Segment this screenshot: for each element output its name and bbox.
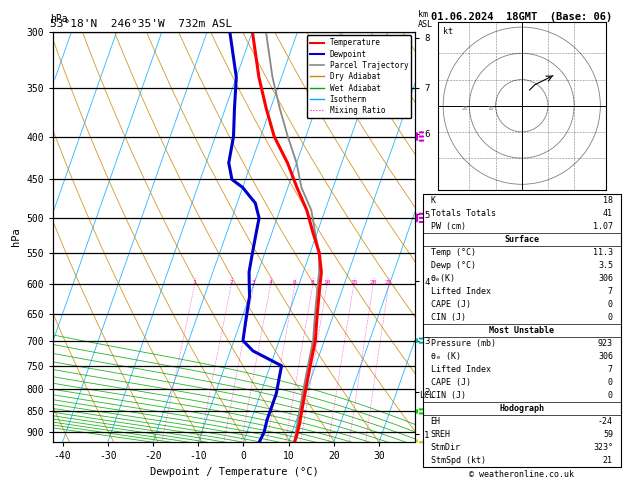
Text: km
ASL: km ASL (418, 10, 433, 29)
Text: © weatheronline.co.uk: © weatheronline.co.uk (469, 469, 574, 479)
Text: StmDir: StmDir (431, 443, 460, 451)
Text: Most Unstable: Most Unstable (489, 326, 554, 335)
Text: Lifted Index: Lifted Index (431, 365, 491, 374)
Text: Temp (°C): Temp (°C) (431, 248, 476, 257)
Text: 3.5: 3.5 (598, 261, 613, 270)
Text: 0: 0 (608, 378, 613, 387)
Text: 3: 3 (252, 279, 256, 285)
Text: CIN (J): CIN (J) (431, 313, 465, 322)
Text: 1.07: 1.07 (593, 222, 613, 231)
Text: EH: EH (431, 417, 440, 426)
Text: -24: -24 (598, 417, 613, 426)
Text: Surface: Surface (504, 235, 539, 244)
X-axis label: Dewpoint / Temperature (°C): Dewpoint / Temperature (°C) (150, 467, 319, 477)
Text: Totals Totals: Totals Totals (431, 209, 496, 218)
Text: 01.06.2024  18GMT  (Base: 06): 01.06.2024 18GMT (Base: 06) (431, 12, 613, 22)
Text: Lifted Index: Lifted Index (431, 287, 491, 296)
Text: 20: 20 (462, 106, 468, 111)
Text: 0: 0 (608, 313, 613, 322)
Text: 306: 306 (598, 274, 613, 283)
Text: SREH: SREH (431, 430, 450, 439)
Text: LCL: LCL (419, 391, 434, 399)
Text: 10: 10 (323, 279, 331, 285)
Text: CAPE (J): CAPE (J) (431, 378, 470, 387)
Text: 0: 0 (608, 300, 613, 309)
Text: CAPE (J): CAPE (J) (431, 300, 470, 309)
Legend: Temperature, Dewpoint, Parcel Trajectory, Dry Adiabat, Wet Adiabat, Isotherm, Mi: Temperature, Dewpoint, Parcel Trajectory… (307, 35, 411, 118)
Text: PW (cm): PW (cm) (431, 222, 465, 231)
Text: 59: 59 (603, 430, 613, 439)
Text: θₑ(K): θₑ(K) (431, 274, 455, 283)
Text: CIN (J): CIN (J) (431, 391, 465, 400)
Text: 25: 25 (385, 279, 392, 285)
Text: 323°: 323° (593, 443, 613, 451)
Text: 923: 923 (598, 339, 613, 348)
Text: 4: 4 (269, 279, 272, 285)
Text: 1: 1 (192, 279, 196, 285)
Text: 20: 20 (369, 279, 377, 285)
Text: 0: 0 (608, 391, 613, 400)
Text: 18: 18 (603, 196, 613, 206)
Text: 53°18'N  246°35'W  732m ASL: 53°18'N 246°35'W 732m ASL (50, 19, 232, 30)
Text: 7: 7 (608, 287, 613, 296)
Text: kt: kt (443, 27, 453, 36)
Text: 10: 10 (487, 106, 494, 111)
Text: K: K (431, 196, 436, 206)
Text: 11.3: 11.3 (593, 248, 613, 257)
Text: Pressure (mb): Pressure (mb) (431, 339, 496, 348)
Text: StmSpd (kt): StmSpd (kt) (431, 455, 486, 465)
Text: 6: 6 (293, 279, 297, 285)
Text: 306: 306 (598, 352, 613, 361)
Text: 41: 41 (603, 209, 613, 218)
Text: Dewp (°C): Dewp (°C) (431, 261, 476, 270)
Text: 7: 7 (608, 365, 613, 374)
Text: θₑ (K): θₑ (K) (431, 352, 460, 361)
Text: hPa: hPa (50, 14, 68, 24)
Text: Hodograph: Hodograph (499, 404, 544, 413)
Y-axis label: hPa: hPa (11, 227, 21, 246)
Text: 15: 15 (350, 279, 357, 285)
Text: 21: 21 (603, 455, 613, 465)
Text: 8: 8 (311, 279, 314, 285)
Text: 2: 2 (230, 279, 233, 285)
